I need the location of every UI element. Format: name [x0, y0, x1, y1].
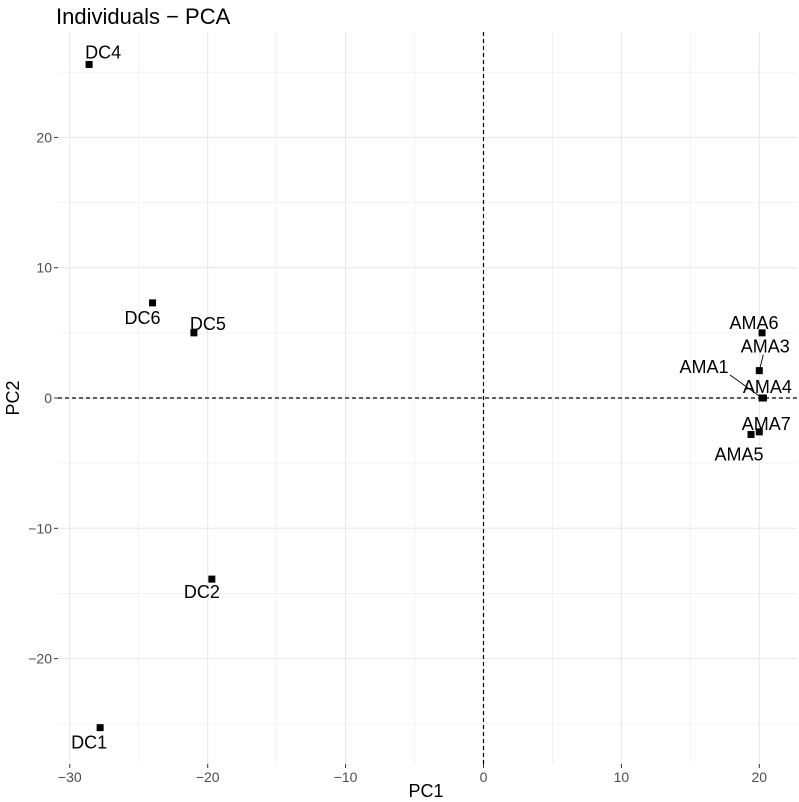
- y-tick-label: 20: [36, 129, 52, 145]
- reference-lines: [58, 32, 797, 764]
- data-point-dc4: [85, 60, 93, 68]
- y-tick-label: 10: [36, 260, 52, 276]
- x-tick-label: −10: [334, 769, 358, 785]
- data-point-dc5: [190, 329, 198, 337]
- data-point-dc1: [96, 724, 104, 732]
- point-labels: DC4 DC6 DC5 DC2 DC1 AMA6 AMA3 AMA1 AMA4 AMA7 AMA5: [71, 42, 792, 752]
- x-tick-label: 0: [480, 769, 488, 785]
- data-point-dc6: [149, 299, 157, 307]
- point-label-ama3: AMA3: [741, 337, 790, 357]
- y-axis-title: PC2: [3, 380, 23, 415]
- data-point-ama7: [755, 428, 763, 436]
- x-axis-title: PC1: [408, 781, 443, 801]
- y-tick-label: −10: [28, 520, 52, 536]
- axes: −30 −20 −10 0 10 20 −20 −10 0 10 20: [28, 129, 767, 785]
- data-point-ama6: [758, 329, 766, 337]
- data-point-ama4: [759, 394, 767, 402]
- point-label-ama6: AMA6: [730, 313, 779, 333]
- y-tick-label: 0: [44, 390, 52, 406]
- point-label-dc2: DC2: [184, 582, 220, 602]
- x-tick-label: 10: [614, 769, 630, 785]
- leader-line-ama3: [758, 354, 764, 371]
- x-tick-label: 20: [752, 769, 768, 785]
- grid-lines: [58, 32, 797, 764]
- data-point-ama5: [747, 430, 755, 438]
- x-tick-label: −30: [58, 769, 82, 785]
- data-points: [85, 60, 767, 732]
- point-label-dc5: DC5: [190, 314, 226, 334]
- y-tick-label: −20: [28, 651, 52, 667]
- chart-title: Individuals − PCA: [56, 4, 231, 29]
- x-tick-label: −20: [196, 769, 220, 785]
- data-point-dc2: [208, 575, 216, 583]
- point-label-dc1: DC1: [71, 733, 107, 753]
- point-label-ama4: AMA4: [743, 377, 792, 397]
- point-label-ama1: AMA1: [680, 357, 729, 377]
- point-label-ama5: AMA5: [715, 444, 764, 464]
- leader-line-ama1: [729, 374, 763, 399]
- point-label-dc4: DC4: [85, 42, 121, 62]
- point-label-ama7: AMA7: [742, 414, 791, 434]
- point-label-dc6: DC6: [125, 308, 161, 328]
